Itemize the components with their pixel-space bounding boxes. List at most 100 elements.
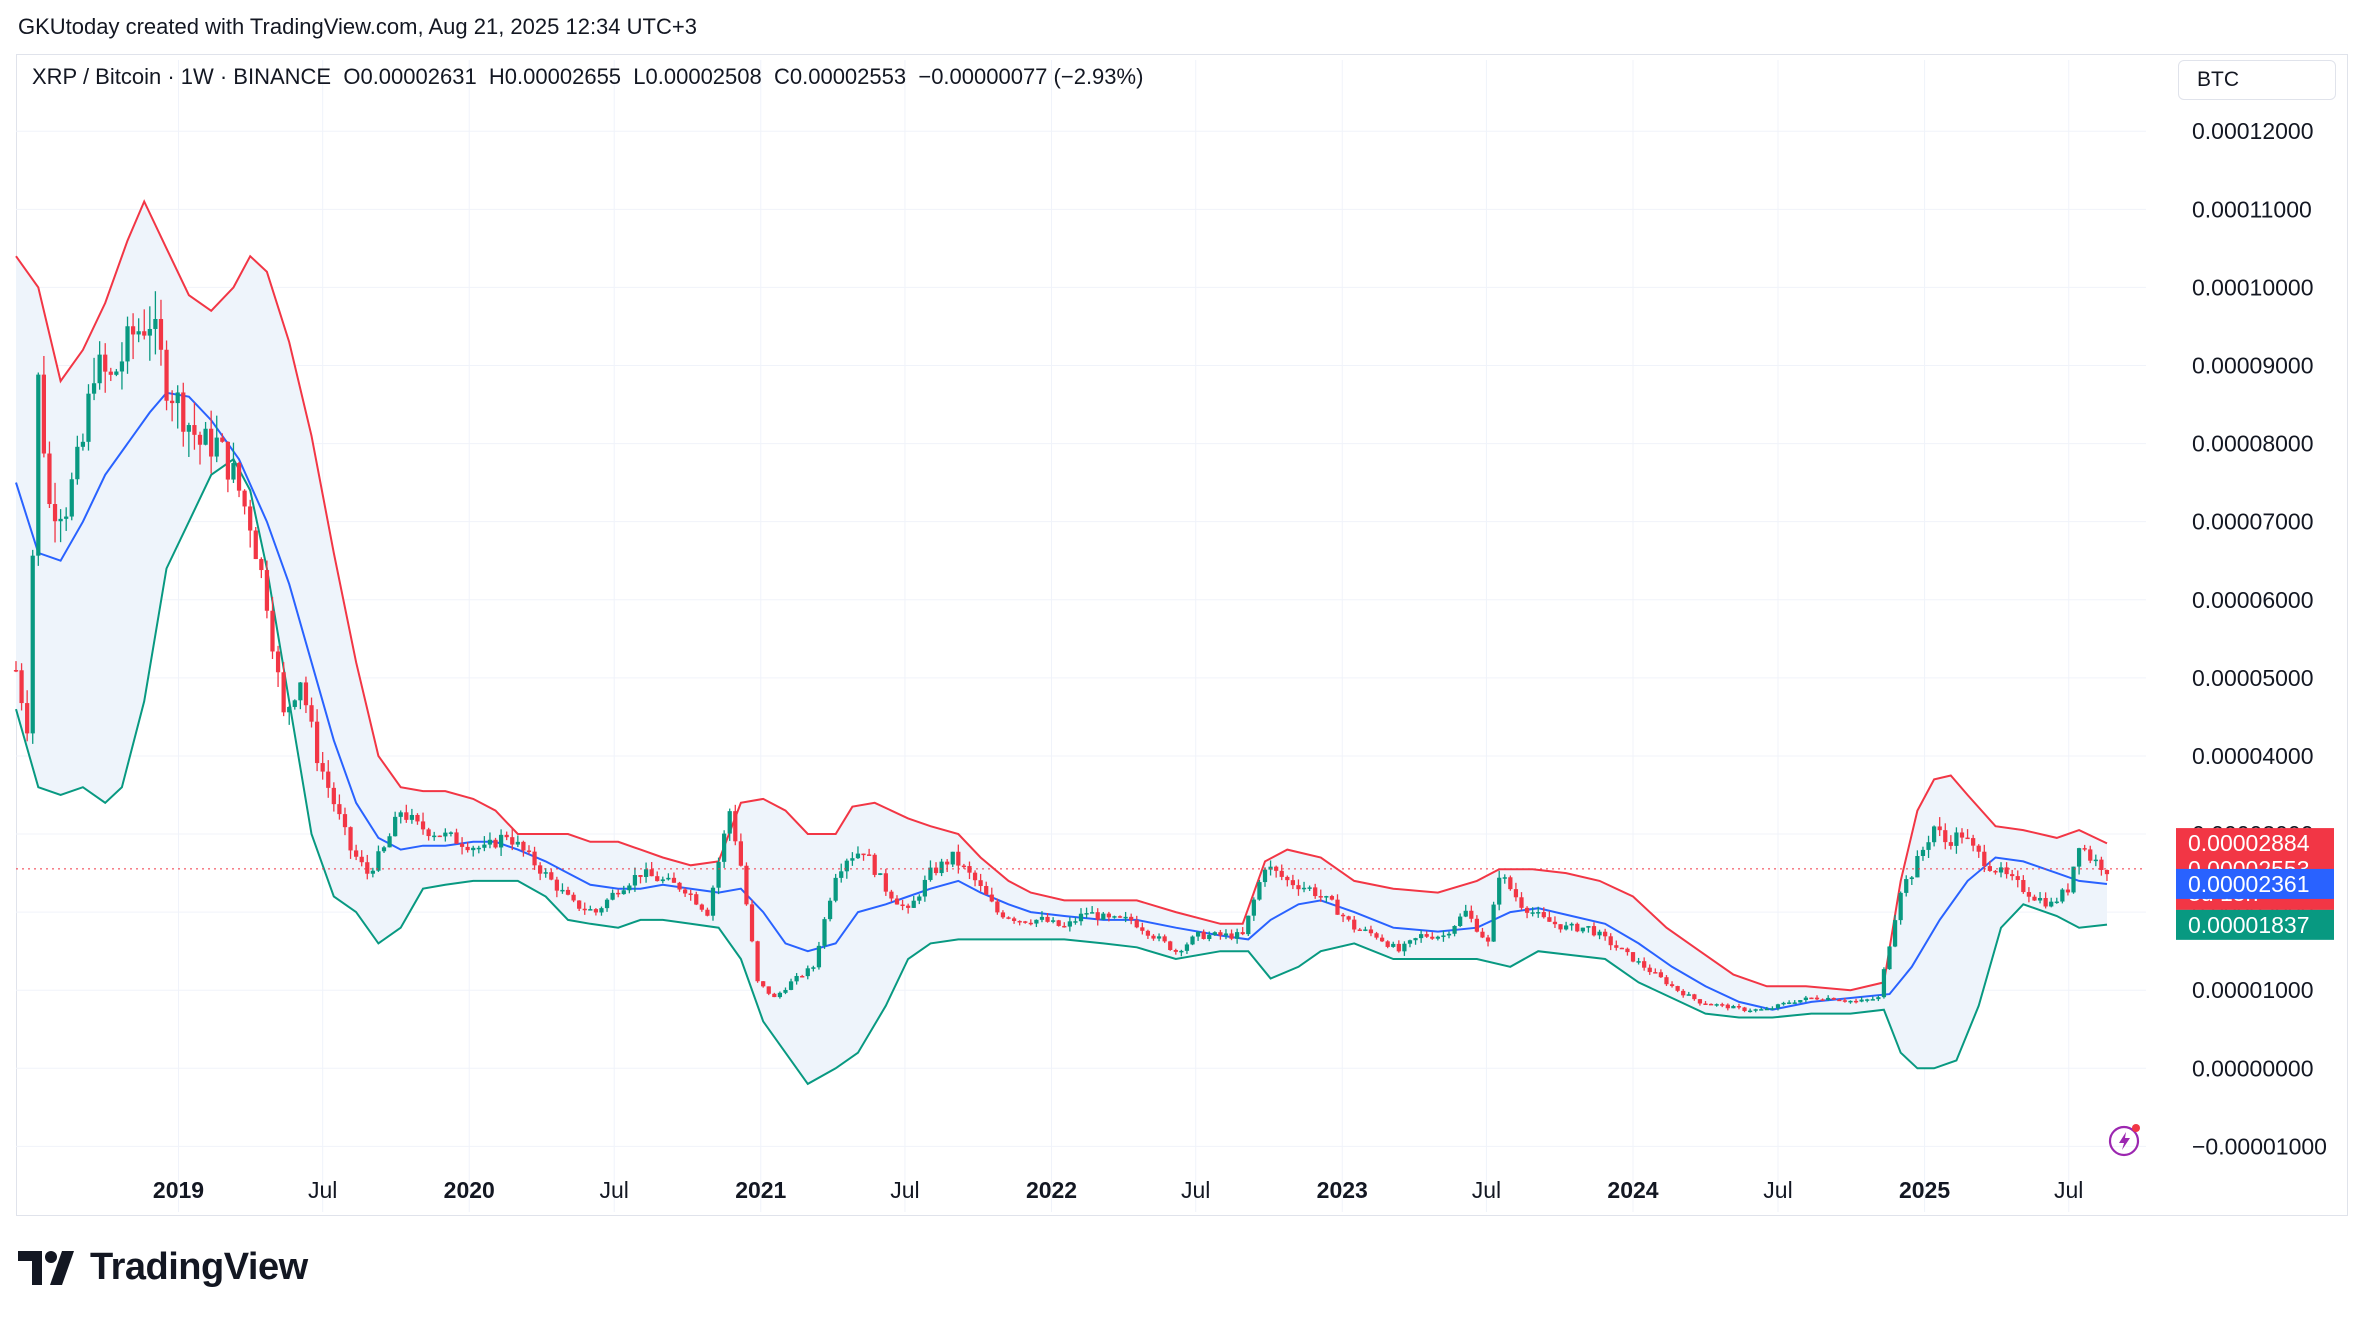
candle <box>978 873 983 892</box>
time-tick-label: Jul <box>308 1177 337 1203</box>
candle <box>275 645 281 687</box>
candle <box>671 872 677 883</box>
candle <box>1753 1008 1758 1013</box>
candle <box>443 828 448 842</box>
candle <box>125 316 130 374</box>
bollinger-upper-band <box>15 199 2108 992</box>
candle <box>437 835 442 838</box>
candle <box>1190 935 1195 946</box>
candle <box>236 461 242 498</box>
candle <box>1123 911 1128 923</box>
candle <box>487 832 493 849</box>
candle <box>108 367 113 382</box>
candle <box>147 306 152 361</box>
candle <box>538 862 543 881</box>
time-tick-label: 2020 <box>444 1177 495 1203</box>
candle <box>1625 947 1630 956</box>
candle <box>844 858 849 879</box>
candle <box>1034 919 1039 928</box>
candle <box>292 699 297 710</box>
candle <box>1268 860 1273 876</box>
candle <box>471 845 476 857</box>
candle <box>1798 1000 1803 1003</box>
candle <box>2060 888 2065 904</box>
candle <box>933 862 939 876</box>
price-tick-label: 0.00010000 <box>2192 274 2314 300</box>
candle <box>744 862 749 906</box>
candle <box>1586 925 1591 933</box>
candle <box>248 499 253 548</box>
candle <box>649 862 654 877</box>
candle <box>114 368 119 377</box>
candle <box>1402 941 1407 956</box>
candle <box>331 782 336 812</box>
candle <box>1803 995 1808 1002</box>
candle <box>1246 915 1251 936</box>
candle <box>1541 907 1546 919</box>
candle <box>1006 916 1011 920</box>
price-tick-label: 0.00000000 <box>2192 1055 2314 1081</box>
candle <box>47 441 52 508</box>
candle <box>1686 991 1691 996</box>
candle <box>1569 922 1574 931</box>
candle <box>1675 985 1680 993</box>
candle <box>710 885 716 921</box>
candle <box>1513 882 1519 902</box>
candle <box>833 873 838 903</box>
candle <box>1781 1001 1786 1006</box>
candle <box>1937 817 1942 837</box>
candle <box>1318 889 1323 902</box>
candle <box>1296 879 1301 896</box>
candle <box>755 940 760 983</box>
replay-lightning-icon[interactable] <box>2107 1122 2143 1158</box>
middle-band-price-tag <box>2176 868 2334 899</box>
candle <box>571 892 576 903</box>
candle <box>1747 1008 1753 1013</box>
currency-button[interactable]: BTC <box>2178 60 2336 100</box>
upper-band-price-label: 0.00002884 <box>2188 830 2310 856</box>
time-tick-label: Jul <box>890 1177 919 1203</box>
candle <box>1251 897 1256 921</box>
candle <box>448 831 454 837</box>
candle <box>549 869 554 881</box>
candle <box>164 340 169 411</box>
candle <box>493 837 498 849</box>
candle <box>1736 1003 1742 1010</box>
candle <box>1207 931 1212 942</box>
candle <box>1179 949 1184 957</box>
candle <box>376 845 381 872</box>
candle <box>1474 915 1480 933</box>
candle <box>1379 934 1385 943</box>
candle <box>917 894 922 905</box>
candle <box>1101 911 1106 921</box>
candle <box>1508 875 1513 891</box>
candle <box>1708 1003 1714 1006</box>
candle <box>1396 940 1401 953</box>
candle <box>1090 906 1095 914</box>
candle <box>1887 945 1892 970</box>
candle <box>1145 929 1151 940</box>
candle <box>800 974 805 978</box>
candle <box>822 917 827 949</box>
candle <box>515 835 520 848</box>
candle <box>170 390 175 422</box>
candle <box>2065 883 2071 896</box>
candle <box>1770 1006 1775 1010</box>
candle <box>1335 894 1340 915</box>
candle <box>19 663 24 711</box>
candle <box>677 881 682 892</box>
candle <box>1664 975 1669 987</box>
candle <box>655 871 660 882</box>
time-tick-label: Jul <box>2054 1177 2083 1203</box>
candle <box>1212 931 1217 936</box>
candle <box>627 883 632 894</box>
candle <box>153 291 158 355</box>
candle <box>1630 952 1636 963</box>
candle <box>1792 1000 1797 1004</box>
candle <box>1853 998 1859 1004</box>
tradingview-logo[interactable]: TradingView <box>18 1246 308 1289</box>
time-tick-label: Jul <box>1763 1177 1792 1203</box>
candle <box>1536 906 1541 918</box>
candle <box>52 482 58 543</box>
